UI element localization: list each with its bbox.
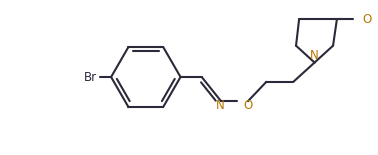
- Text: O: O: [243, 99, 253, 112]
- Text: Br: Br: [84, 71, 97, 84]
- Text: N: N: [310, 49, 319, 62]
- Text: O: O: [362, 13, 371, 26]
- Text: N: N: [216, 99, 225, 112]
